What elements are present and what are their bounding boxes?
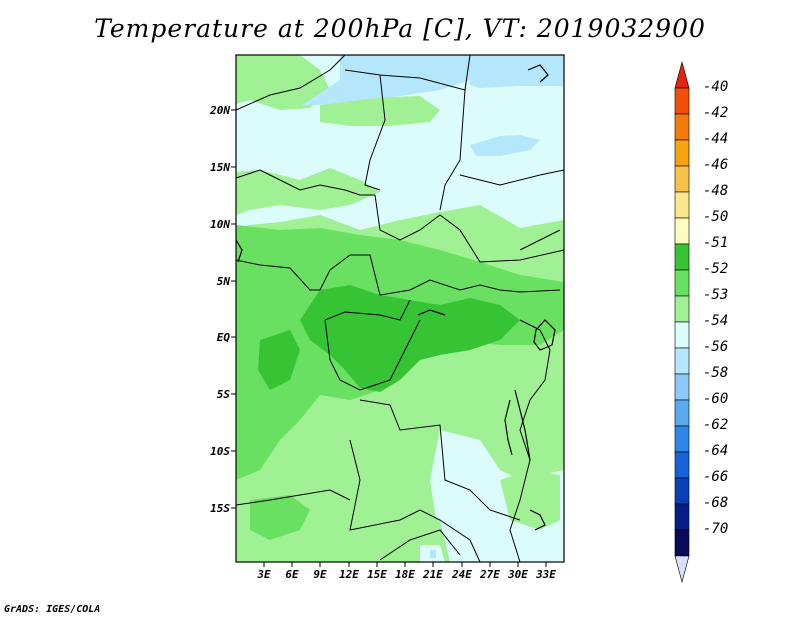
colorbar-segment <box>674 243 690 271</box>
lat-label-15n: 15N <box>210 161 230 174</box>
lat-label-5n: 5N <box>216 275 230 288</box>
lakes-and-coasts <box>235 64 556 531</box>
colorbar-label: -62 <box>703 417 729 433</box>
lat-label-15s: 15S <box>210 502 230 515</box>
lon-label-30e: 30E <box>508 568 528 581</box>
lon-label-21e: 21E <box>423 568 443 581</box>
map-border <box>235 54 565 563</box>
colorbar-label: -42 <box>703 105 729 121</box>
lon-label-12e: 12E <box>339 568 359 581</box>
map-title: Temperature at 200hPa [C], VT: 201903290… <box>94 14 706 43</box>
lon-label-3e: 3E <box>257 568 271 581</box>
lon-label-24e: 24E <box>452 568 472 581</box>
north-cold-patch-2 <box>470 55 564 88</box>
colorbar-label: -64 <box>703 443 729 459</box>
colorbar-segment <box>674 425 690 453</box>
lon-label-9e: 9E <box>313 568 327 581</box>
southeast-cool-region <box>430 430 564 562</box>
colorbar-label: -56 <box>703 339 729 355</box>
colorbar-segment <box>674 477 690 505</box>
colorbar-label: -66 <box>703 469 729 485</box>
colorbar-label: -54 <box>703 313 729 329</box>
colorbar-bottom-triangle <box>674 555 690 584</box>
colorbar-segment <box>674 373 690 401</box>
lat-label-5s: 5S <box>216 388 230 401</box>
colorbar-segment <box>674 87 690 115</box>
colorbar-top-triangle <box>674 60 690 89</box>
colorbar-segment <box>674 399 690 427</box>
lat-label-10n: 10N <box>210 218 230 231</box>
colorbar-label: -51 <box>703 235 729 251</box>
lon-label-18e: 18E <box>395 568 415 581</box>
colorbar-segment <box>674 503 690 531</box>
colorbar-segment <box>674 321 690 349</box>
lat-label-eq: EQ <box>216 331 230 344</box>
colorbar-segment <box>674 347 690 375</box>
colorbar-label: -44 <box>703 131 729 147</box>
colorbar-label: -40 <box>703 79 729 95</box>
colorbar-segment <box>674 191 690 219</box>
colorbar-segment <box>674 165 690 193</box>
colorbar-label: -60 <box>703 391 729 407</box>
grads-credit: GrADS: IGES/COLA <box>4 604 101 615</box>
warm-patch-west <box>258 330 300 390</box>
sahel-green-band-2 <box>320 96 440 126</box>
colorbar-label: -70 <box>703 521 729 537</box>
lon-label-6e: 6E <box>285 568 299 581</box>
lat-tick-marks <box>231 109 236 509</box>
colorbar-label: -50 <box>703 209 729 225</box>
south-green-band <box>236 460 450 562</box>
colorbar-segment <box>674 529 690 557</box>
lat-label-20n: 20N <box>210 104 230 117</box>
colorbar-segment <box>674 139 690 167</box>
colorbar-segment <box>674 113 690 141</box>
colorbar-label: -52 <box>703 261 729 277</box>
lon-tick-marks <box>263 562 547 567</box>
country-borders <box>235 54 565 563</box>
north-cold-patch-1 <box>300 55 470 106</box>
colorbar-segment <box>674 295 690 323</box>
colorbar-segment <box>674 451 690 479</box>
colorbar-segment <box>674 217 690 245</box>
colorbar-label: -68 <box>703 495 729 511</box>
lon-label-33e: 33E <box>536 568 556 581</box>
lat-label-10s: 10S <box>210 445 230 458</box>
southwest-cold-dot <box>430 550 436 558</box>
lon-label-15e: 15E <box>367 568 387 581</box>
colorbar-label: -53 <box>703 287 729 303</box>
sahel-green-band-1 <box>236 55 330 110</box>
colorbar-label: -46 <box>703 157 729 173</box>
colorbar-label: -48 <box>703 183 729 199</box>
south-green-streak <box>250 495 310 540</box>
congo-warm-core <box>300 285 520 392</box>
colorbar-segment <box>674 269 690 297</box>
colorbar <box>674 60 690 584</box>
colorbar-label: -58 <box>703 365 729 381</box>
lon-label-27e: 27E <box>480 568 500 581</box>
north-cold-patch-3 <box>470 135 540 156</box>
sahel-green-band-3 <box>236 168 380 215</box>
